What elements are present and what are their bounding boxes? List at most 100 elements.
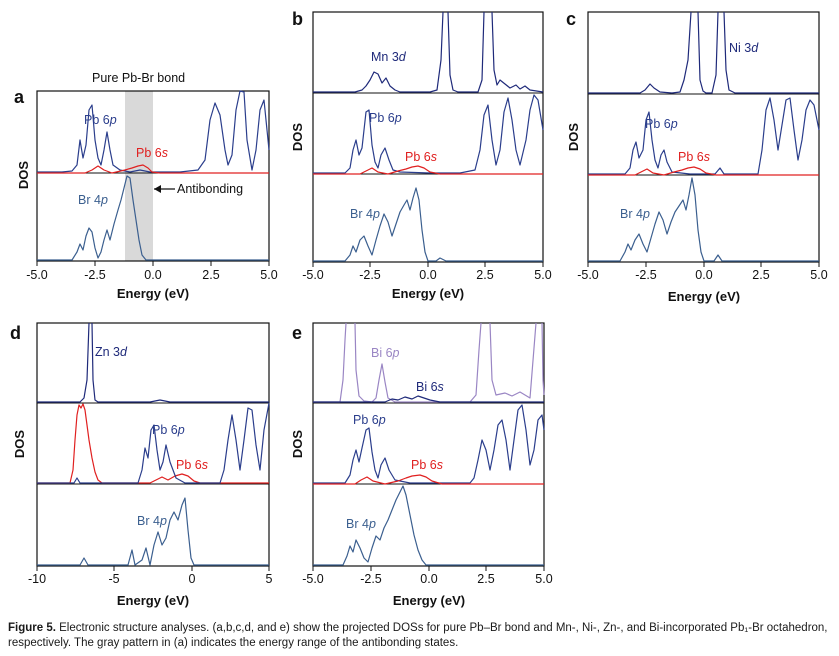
br-4p-curve-b: [313, 187, 543, 262]
caption-lead: Figure 5.: [8, 622, 56, 634]
pb-6s-curve-c: [588, 166, 819, 176]
tick-label: 0.0: [695, 268, 712, 282]
panel-letter-c: c: [566, 9, 576, 29]
panel-a-title: Pure Pb-Br bond: [92, 71, 185, 85]
panel-a: a Pure Pb-Br bond Antibonding Pb 6p Pb 6…: [14, 71, 278, 301]
pb-6s-curve-e: [313, 474, 544, 485]
tick-label: 5.0: [260, 268, 277, 282]
xaxis-d: -10 -5 0 5 Energy (eV): [28, 566, 273, 608]
label-br4p-b: Br 4p: [350, 207, 380, 221]
label-br4p-d: Br 4p: [137, 514, 167, 528]
label-br4p-e: Br 4p: [346, 517, 376, 531]
ylabel-a: DOS: [16, 161, 31, 190]
xlabel-a: Energy (eV): [117, 286, 189, 301]
br-4p-curve-e: [313, 485, 544, 566]
label-pb6p-e: Pb 6p: [353, 413, 386, 427]
zn-red-peak-curve: [37, 403, 269, 484]
bi-6s-curve: [313, 395, 544, 403]
tick-label: 0.0: [419, 268, 436, 282]
panel-letter-a: a: [14, 87, 25, 107]
xaxis-a: -5.0 -2.5 0.0 2.5 5.0 Energy (eV): [26, 261, 278, 301]
panel-letter-e: e: [292, 323, 302, 343]
pb-6s-curve-b: [313, 165, 543, 175]
label-pb6s-c: Pb 6s: [678, 150, 710, 164]
tick-label: -2.5: [359, 268, 381, 282]
br-4p-curve-d: [37, 497, 269, 566]
panel-d-frame: [36, 322, 270, 567]
label-pb6s-b: Pb 6s: [405, 150, 437, 164]
antibonding-annotation: Antibonding: [154, 182, 243, 196]
tick-label: -5.0: [26, 268, 48, 282]
label-bi6p: Bi 6p: [371, 346, 400, 360]
tick-label: -10: [28, 572, 46, 586]
label-pb6p-c: Pb 6p: [645, 117, 678, 131]
ylabel-d: DOS: [12, 430, 27, 459]
tick-label: 0.0: [420, 572, 437, 586]
tick-label: 2.5: [477, 572, 494, 586]
tick-label: -2.5: [360, 572, 382, 586]
label-br4p-c: Br 4p: [620, 207, 650, 221]
label-pb6s-d: Pb 6s: [176, 458, 208, 472]
label-zn3d: Zn 3d: [95, 345, 128, 359]
pb-6p-curve-c: [588, 97, 820, 175]
tick-label: 5.0: [535, 572, 552, 586]
label-mn3d: Mn 3d: [371, 50, 407, 64]
pb-6p-curve-b: [313, 94, 544, 174]
pb-6p-curve-d: [37, 402, 270, 484]
panel-d: d Zn 3d Pb 6p Pb 6s Br 4p DOS -10 -5 0 5…: [10, 322, 273, 608]
tick-label: 0: [189, 572, 196, 586]
xlabel-d: Energy (eV): [117, 593, 189, 608]
mn-3d-curve: [313, 11, 544, 93]
pb-6s-curve-a: [37, 164, 269, 174]
caption-text: Electronic structure analyses. (a,b,c,d,…: [8, 622, 828, 649]
br-4p-curve-a: [37, 175, 269, 261]
tick-label: -5.0: [302, 268, 324, 282]
panel-letter-b: b: [292, 9, 303, 29]
pb-6p-curve-a: [37, 90, 270, 173]
panel-c: c Ni 3d Pb 6p Pb 6s Br 4p DOS -5.0 -2.5 …: [566, 9, 828, 304]
tick-label: 2.5: [202, 268, 219, 282]
figure-graphic: a Pure Pb-Br bond Antibonding Pb 6p Pb 6…: [10, 9, 828, 608]
antibonding-shade: [125, 91, 153, 261]
pb-6p-curve-e: [313, 404, 545, 484]
ylabel-b: DOS: [290, 123, 305, 152]
tick-label: 2.5: [476, 268, 493, 282]
tick-label: 0.0: [144, 268, 161, 282]
br-4p-curve-c: [588, 177, 819, 262]
panel-c-frame: [587, 11, 820, 263]
xaxis-e: -5.0 -2.5 0.0 2.5 5.0 Energy (eV): [302, 566, 553, 608]
ylabel-c: DOS: [566, 123, 581, 152]
panel-letter-d: d: [10, 323, 21, 343]
tick-label: 5: [266, 572, 273, 586]
zn-3d-curve: [37, 322, 269, 403]
figure-caption: Figure 5. Electronic structure analyses.…: [8, 621, 833, 651]
tick-label: -5: [108, 572, 119, 586]
xaxis-b: -5.0 -2.5 0.0 2.5 5.0 Energy (eV): [302, 262, 552, 301]
label-ni3d: Ni 3d: [729, 41, 759, 55]
label-bi6s: Bi 6s: [416, 380, 444, 394]
xlabel-b: Energy (eV): [392, 286, 464, 301]
label-br4p-a: Br 4p: [78, 193, 108, 207]
tick-label: -2.5: [635, 268, 657, 282]
tick-label: -5.0: [577, 268, 599, 282]
label-pb6p-a: Pb 6p: [84, 113, 117, 127]
xaxis-c: -5.0 -2.5 0.0 2.5 5.0 Energy (eV): [577, 262, 828, 304]
xlabel-c: Energy (eV): [668, 289, 740, 304]
panel-b: b Mn 3d Pb 6p Pb 6s Br 4p DOS -5.0 -2.5 …: [290, 9, 552, 301]
label-pb6p-b: Pb 6p: [369, 111, 402, 125]
ni-3d-curve: [588, 11, 819, 94]
panel-e: e Bi 6p Bi 6s Pb 6p Pb 6s Br 4p DOS -5.0…: [290, 322, 553, 608]
ylabel-e: DOS: [290, 430, 305, 459]
tick-label: 5.0: [534, 268, 551, 282]
label-pb6s-a: Pb 6s: [136, 146, 168, 160]
xlabel-e: Energy (eV): [393, 593, 465, 608]
tick-label: -5.0: [302, 572, 324, 586]
bi-6p-curve: [313, 322, 545, 403]
tick-label: -2.5: [84, 268, 106, 282]
tick-label: 2.5: [752, 268, 769, 282]
label-pb6s-e: Pb 6s: [411, 458, 443, 472]
antibonding-label: Antibonding: [177, 182, 243, 196]
tick-label: 5.0: [810, 268, 827, 282]
label-pb6p-d: Pb 6p: [152, 423, 185, 437]
panel-b-frame: [312, 11, 544, 263]
